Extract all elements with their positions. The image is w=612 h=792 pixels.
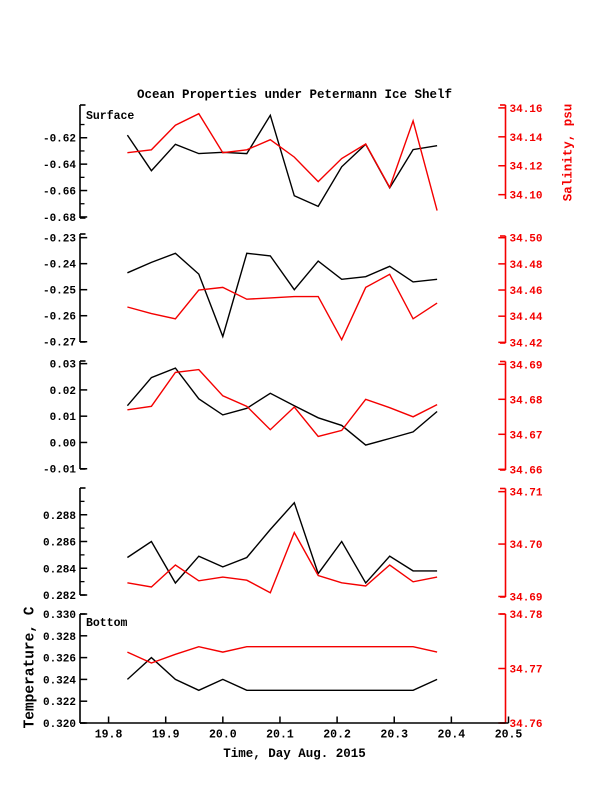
panel-3-sal-tick-label: 34.69 xyxy=(510,360,543,372)
panel-3-temp-tick-label: 0.02 xyxy=(50,386,76,398)
panel-5-sal-tick-label: 34.76 xyxy=(510,719,543,731)
panel-2-temp-tick-label: -0.23 xyxy=(43,234,76,246)
panel-1-salinity-series xyxy=(127,112,438,211)
panel-4-salinity-series xyxy=(127,530,438,594)
panel-5-salinity-series xyxy=(127,645,438,664)
panel-label-surface: Surface xyxy=(86,110,135,123)
panel-3-temp-tick-label: 0.00 xyxy=(50,438,76,450)
panel-4-temp-tick-label: 0.288 xyxy=(43,511,76,523)
panel-3-temp-tick-label: 0.03 xyxy=(50,360,77,372)
panel-2-temp-tick-label: -0.24 xyxy=(43,260,76,272)
x-axis-tick-label: 20.3 xyxy=(380,729,408,742)
panel-1-sal-tick-label: 34.12 xyxy=(510,162,543,174)
x-axis-tick-label: 19.9 xyxy=(152,729,180,742)
panel-1-sal-tick-label: 34.14 xyxy=(510,133,543,145)
chart-title: Ocean Properties under Petermann Ice She… xyxy=(136,88,453,102)
panel-2-sal-tick-label: 34.42 xyxy=(510,338,543,350)
panel-1-sal-tick-label: 34.16 xyxy=(510,104,543,116)
panel-1-temperature-series xyxy=(126,113,438,208)
panel-5-temp-tick-label: 0.322 xyxy=(43,697,76,709)
panel-4-temp-tick-label: 0.282 xyxy=(43,591,76,603)
x-axis-label: Time, Day Aug. 2015 xyxy=(223,747,366,761)
panel-2-salinity-series xyxy=(127,273,438,342)
panel-1-sal-tick-label: 34.10 xyxy=(510,191,543,203)
x-axis-tick-label: 20.1 xyxy=(266,729,294,742)
x-axis-tick-label: 19.8 xyxy=(95,729,123,742)
panel-2-temp-tick-label: -0.26 xyxy=(43,312,76,324)
panel-5-sal-tick-label: 34.78 xyxy=(510,610,543,622)
panel-3-sal-tick-label: 34.67 xyxy=(510,430,543,442)
panel-2-temp-tick-label: -0.27 xyxy=(43,338,76,350)
panel-4-sal-tick-label: 34.69 xyxy=(510,592,543,604)
panel-5-temp-tick-label: 0.326 xyxy=(43,654,76,666)
panel-4-temp-tick-label: 0.284 xyxy=(43,564,76,576)
panel-5-temp-tick-label: 0.324 xyxy=(43,675,76,687)
panel-2-temp-tick-label: -0.25 xyxy=(43,286,76,298)
panel-2-sal-tick-label: 34.46 xyxy=(510,286,543,298)
panel-4-temperature-series xyxy=(127,501,438,585)
panel-5-temp-tick-label: 0.320 xyxy=(43,719,76,731)
panel-3-salinity-series xyxy=(127,368,438,438)
x-axis-tick-label: 20.5 xyxy=(495,729,523,742)
panel-3-temperature-series xyxy=(126,367,438,446)
panel-1-temp-tick-label: -0.68 xyxy=(43,213,76,225)
panel-1-temp-tick-label: -0.66 xyxy=(43,187,76,199)
panel-5-sal-tick-label: 34.77 xyxy=(510,665,543,677)
x-axis-tick-label: 20.0 xyxy=(209,729,237,742)
panel-3-temp-tick-label: 0.01 xyxy=(50,412,77,424)
panel-4-sal-tick-label: 34.70 xyxy=(510,540,543,552)
panel-5-temp-tick-label: 0.330 xyxy=(43,610,76,622)
panel-5-temperature-series xyxy=(126,656,438,692)
panel-2-sal-tick-label: 34.44 xyxy=(510,312,543,324)
panel-1-temp-tick-label: -0.64 xyxy=(43,160,76,172)
panel-2-sal-tick-label: 34.50 xyxy=(510,234,543,246)
panel-2-temperature-series xyxy=(127,252,438,339)
x-axis-tick-label: 20.4 xyxy=(438,729,466,742)
panel-2-sal-tick-label: 34.48 xyxy=(510,260,543,272)
panel-1-temp-tick-label: -0.62 xyxy=(43,134,76,146)
panel-3-sal-tick-label: 34.68 xyxy=(510,395,543,407)
panel-label-bottom: Bottom xyxy=(86,617,128,630)
x-axis-tick-label: 20.2 xyxy=(323,729,351,742)
panel-4-sal-tick-label: 34.71 xyxy=(510,488,543,500)
panel-3-sal-tick-label: 34.66 xyxy=(510,465,543,477)
panel-3-temp-tick-label: -0.01 xyxy=(43,465,76,477)
panel-5-temp-tick-label: 0.328 xyxy=(43,632,76,644)
panel-4-temp-tick-label: 0.286 xyxy=(43,538,76,550)
